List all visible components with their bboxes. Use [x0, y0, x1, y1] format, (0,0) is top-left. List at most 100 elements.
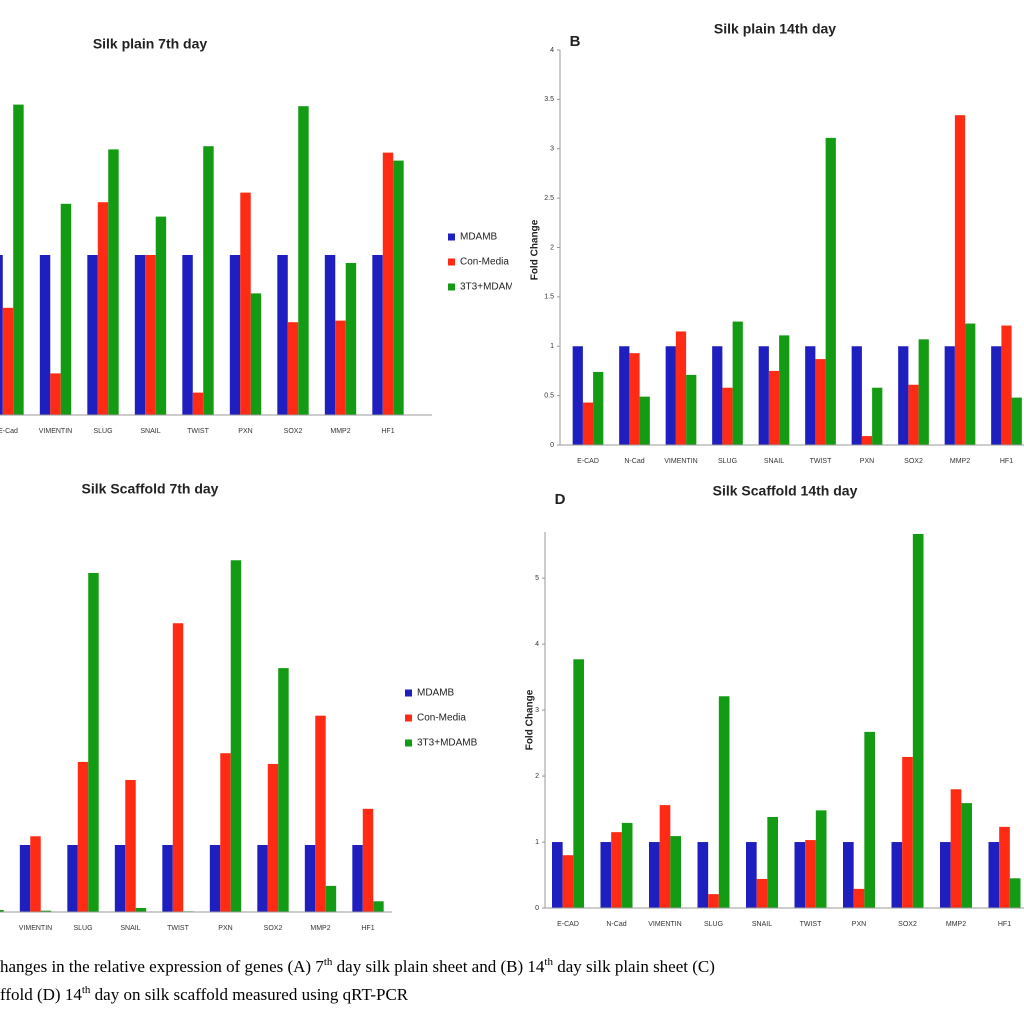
x-tick-label: SOX2: [898, 921, 917, 928]
bar: [665, 346, 676, 445]
bar: [708, 894, 719, 908]
x-tick-label: VIMENTIN: [664, 458, 697, 465]
y-tick-label: 0: [550, 442, 554, 449]
x-tick-label: SNAIL: [120, 925, 140, 932]
y-tick-label: 1: [535, 839, 539, 846]
bar: [573, 659, 585, 908]
bar: [745, 842, 757, 908]
x-tick-label: HF1: [998, 921, 1011, 928]
bar: [697, 842, 709, 908]
bar: [825, 137, 836, 445]
bar: [162, 845, 173, 912]
bar: [611, 832, 622, 908]
bar: [988, 842, 1000, 908]
bar: [659, 805, 671, 908]
x-tick-label: TWIST: [810, 458, 832, 465]
bar: [345, 263, 357, 415]
x-tick-label: SNAIL: [140, 428, 160, 435]
legend-label: MDAMB: [417, 688, 455, 699]
bar: [135, 907, 147, 912]
y-tick-label: 1: [550, 343, 554, 350]
bar: [230, 560, 242, 912]
caption-text: day silk plain sheet and (B) 14: [332, 957, 544, 976]
bar: [60, 203, 72, 415]
x-tick-label: PXN: [852, 921, 866, 928]
caption-text: ffold (D) 14: [0, 985, 82, 1004]
bar: [325, 885, 337, 912]
x-tick-label: MMP2: [950, 458, 970, 465]
x-tick-label: N-Cad: [624, 458, 644, 465]
caption-text: hanges in the relative expression of gen…: [0, 957, 324, 976]
bar: [324, 255, 336, 415]
y-tick-label: 4: [550, 47, 554, 54]
legend-label: Con-Media: [460, 257, 509, 268]
bar: [278, 668, 289, 912]
bar: [908, 384, 919, 445]
x-tick-label: MMP2: [330, 428, 350, 435]
y-tick-label: 3: [550, 146, 554, 153]
x-tick-label: PXN: [860, 458, 874, 465]
bar: [1001, 325, 1012, 445]
legend-label: Con-Media: [417, 713, 466, 724]
bar: [944, 346, 955, 445]
x-tick-label: MMP2: [310, 925, 330, 932]
y-axis-label: Fold Change: [525, 689, 536, 750]
bar: [172, 623, 184, 912]
chart-title: Silk plain 7th day: [93, 36, 208, 52]
bar: [629, 353, 640, 445]
bar: [805, 840, 816, 908]
y-tick-label: 0.5: [544, 392, 554, 399]
chart-panel: Silk Scaffold 14th day D Fold Change E-CAD N…: [525, 483, 1024, 928]
y-axis-label: Fold Change: [530, 219, 541, 280]
y-tick-label: 2: [550, 244, 554, 251]
x-tick-label: HF1: [1000, 458, 1013, 465]
panel-label: D: [555, 491, 566, 508]
y-tick-label: 0: [535, 905, 539, 912]
bar: [779, 335, 790, 445]
x-tick-label: TWIST: [167, 925, 189, 932]
bar: [373, 901, 384, 912]
x-tick-label: SOX2: [904, 458, 923, 465]
bar: [277, 255, 288, 415]
bar: [257, 845, 268, 912]
y-tick-label: 2: [535, 773, 539, 780]
x-tick-label: SNAIL: [764, 458, 784, 465]
bar: [145, 255, 156, 415]
bar: [600, 842, 612, 908]
bar: [40, 910, 52, 912]
bar: [648, 842, 660, 908]
x-tick-label: TWIST: [800, 921, 822, 928]
chart-title: Silk plain 14th day: [714, 21, 836, 37]
bar: [912, 533, 924, 908]
bar: [756, 878, 768, 908]
bar: [551, 842, 563, 908]
chart-panel: Silk plain 7th day E-Cad VIMENTIN SLUG SNAIL…: [0, 36, 512, 435]
x-tick-label: VIMENTIN: [648, 921, 681, 928]
bar: [0, 909, 4, 912]
bar: [229, 255, 241, 415]
bar: [965, 323, 976, 445]
bar: [362, 808, 374, 912]
y-tick-label: 4: [535, 641, 539, 648]
bar: [582, 402, 594, 445]
superscript: th: [544, 956, 553, 968]
y-tick-label: 5: [535, 575, 539, 582]
bar: [87, 255, 98, 415]
x-tick-label: SNAIL: [752, 921, 772, 928]
chart-panel: Silk plain 14th day B Fold Change E-CAD N-Ca…: [530, 21, 1024, 465]
bar: [815, 810, 827, 908]
legend-swatch: [448, 258, 455, 266]
bar: [999, 826, 1010, 908]
bar: [718, 696, 730, 908]
legend-swatch: [448, 233, 455, 241]
bar: [572, 346, 583, 445]
bar: [851, 346, 862, 445]
legend-swatch: [448, 283, 455, 291]
bar: [19, 845, 31, 912]
bar: [298, 106, 309, 415]
x-tick-label: E-CAD: [577, 458, 599, 465]
bar: [891, 842, 903, 908]
